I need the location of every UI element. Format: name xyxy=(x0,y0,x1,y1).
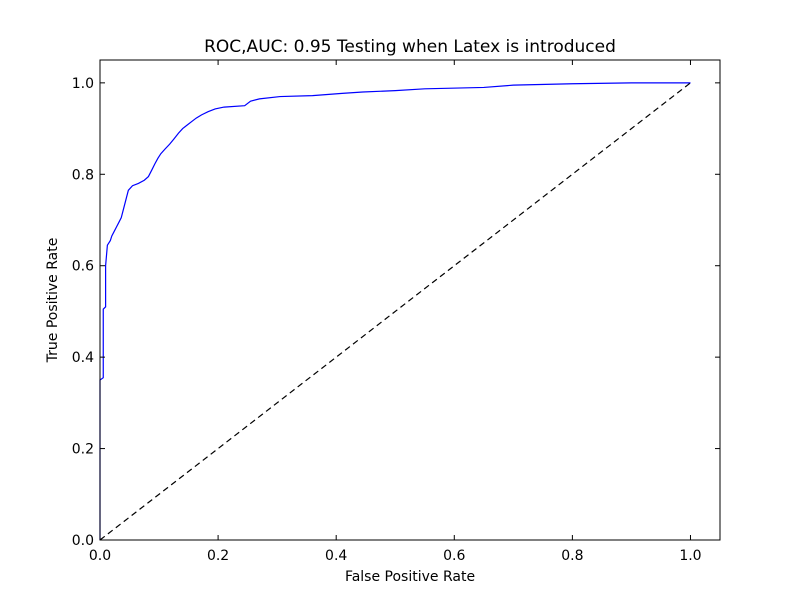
y-tick-label: 0.6 xyxy=(72,259,94,275)
y-axis-label: True Positive Rate xyxy=(45,238,61,364)
chance-diagonal-line xyxy=(99,82,691,541)
y-tick-label: 0.8 xyxy=(72,167,94,183)
x-tick-label: 0.4 xyxy=(325,548,347,564)
ticks-layer: 0.0 0.2 0.4 0.6 0.8 1.0 0.0 0.2 0.4 0.6 0.8 1.0 xyxy=(72,60,720,564)
y-tick-label: 1.0 xyxy=(72,76,94,92)
series-layer xyxy=(99,82,691,541)
roc-curve-line xyxy=(99,82,691,540)
chart-title: ROC,AUC: 0.95 Testing when Latex is intr… xyxy=(204,37,616,57)
plot-area-frame xyxy=(99,59,721,541)
y-tick-label: 0.4 xyxy=(72,350,94,366)
x-tick-label: 0.6 xyxy=(443,548,465,564)
x-tick-label: 0.0 xyxy=(89,548,111,564)
x-tick-label: 0.2 xyxy=(207,548,229,564)
y-tick-label: 0.2 xyxy=(72,442,94,458)
x-tick-label: 1.0 xyxy=(679,548,701,564)
y-tick-label: 0.0 xyxy=(72,533,94,549)
x-axis-label: False Positive Rate xyxy=(345,569,475,585)
x-tick-label: 0.8 xyxy=(561,548,583,564)
